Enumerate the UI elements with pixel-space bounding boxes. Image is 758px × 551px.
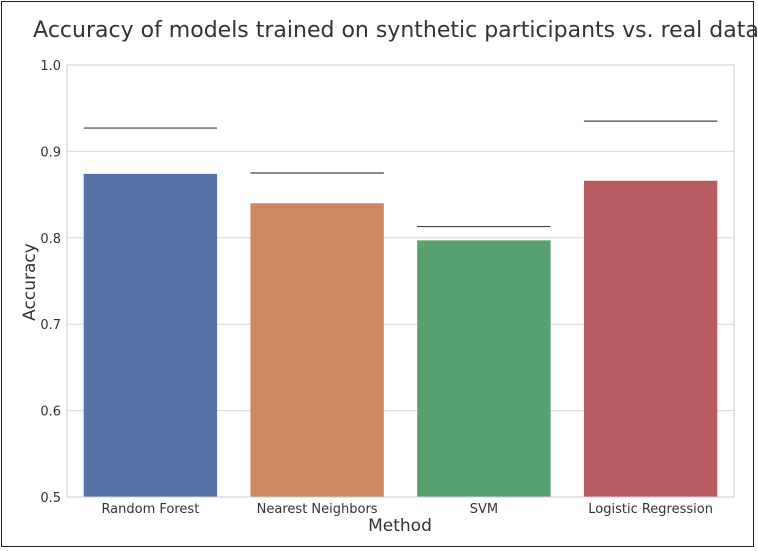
y-tick-label: 1.0	[40, 59, 61, 74]
x-tick-label: Random Forest	[101, 502, 199, 517]
chart-title: Accuracy of models trained on synthetic …	[33, 18, 758, 43]
bar-svm	[417, 240, 551, 497]
y-axis-label: Accuracy	[20, 243, 40, 321]
x-tick-label: Nearest Neighbors	[257, 502, 378, 517]
y-tick-label: 0.6	[40, 405, 61, 420]
y-tick-label: 0.5	[40, 491, 61, 506]
y-tick-label: 0.7	[40, 318, 61, 333]
bar-nearest-neighbors	[250, 203, 384, 498]
x-axis-label: Method	[368, 516, 432, 536]
bar-random-forest	[83, 173, 218, 497]
x-tick-label: Logistic Regression	[588, 502, 713, 517]
y-tick-label: 0.9	[40, 145, 61, 160]
x-tick-label: SVM	[470, 502, 498, 517]
plot-border	[66, 64, 735, 498]
y-tick-label: 0.8	[40, 232, 61, 247]
bar-logistic-regression	[583, 180, 718, 497]
